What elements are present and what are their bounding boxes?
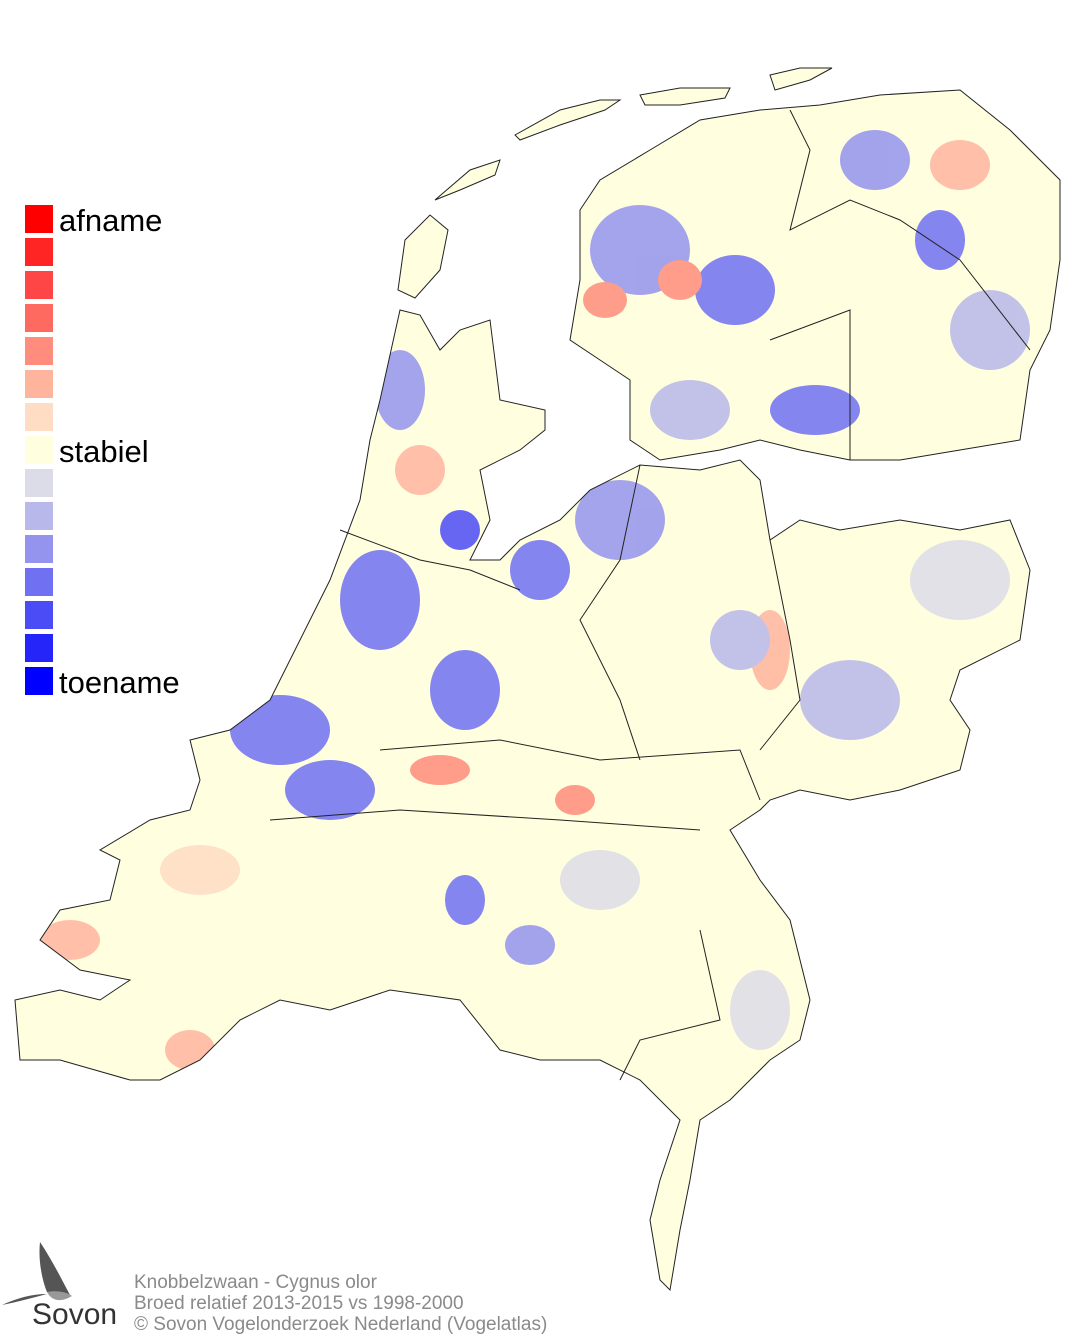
legend-swatch [25, 502, 53, 530]
legend-swatch [25, 271, 53, 299]
legend-swatch [25, 337, 53, 365]
legend-label-increase: toename [59, 665, 180, 700]
legend-label-decrease: afname [59, 203, 163, 238]
legend-swatch [25, 205, 53, 233]
province-borders [269, 109, 1031, 1081]
legend-label-stable: stabiel [59, 434, 149, 469]
legend-swatch [25, 634, 53, 662]
legend-swatch [25, 469, 53, 497]
legend-swatch [25, 568, 53, 596]
map-credits: Knobbelzwaan - Cygnus olor Broed relatie… [134, 1272, 547, 1335]
legend-swatch [25, 403, 53, 431]
legend-swatch [25, 304, 53, 332]
legend-swatch [25, 535, 53, 563]
species-name: Knobbelzwaan - Cygnus olor [134, 1272, 377, 1293]
sovon-logo-text: Sovon [32, 1298, 118, 1331]
islands [397, 67, 833, 299]
legend-swatch [25, 436, 53, 464]
trend-surface [15, 90, 1060, 1290]
comparison-period: Broed relatief 2013-2015 vs 1998-2000 [134, 1293, 464, 1314]
legend-swatch [25, 667, 53, 695]
legend-swatch [25, 370, 53, 398]
swallow-icon [2, 1242, 72, 1305]
legend-swatch [25, 238, 53, 266]
legend-swatch [25, 601, 53, 629]
copyright: © Sovon Vogelonderzoek Nederland (Vogela… [134, 1314, 548, 1335]
